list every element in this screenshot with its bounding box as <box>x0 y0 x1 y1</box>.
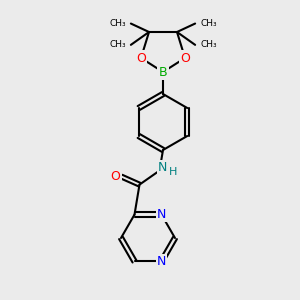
Text: CH₃: CH₃ <box>200 40 217 50</box>
Text: CH₃: CH₃ <box>200 19 217 28</box>
Text: B: B <box>159 65 167 79</box>
Text: H: H <box>169 167 178 177</box>
Text: O: O <box>180 52 190 64</box>
Text: N: N <box>157 208 166 221</box>
Text: O: O <box>111 170 120 183</box>
Text: N: N <box>157 255 166 268</box>
Text: N: N <box>158 161 167 174</box>
Text: O: O <box>136 52 146 64</box>
Text: CH₃: CH₃ <box>109 19 126 28</box>
Text: CH₃: CH₃ <box>109 40 126 50</box>
